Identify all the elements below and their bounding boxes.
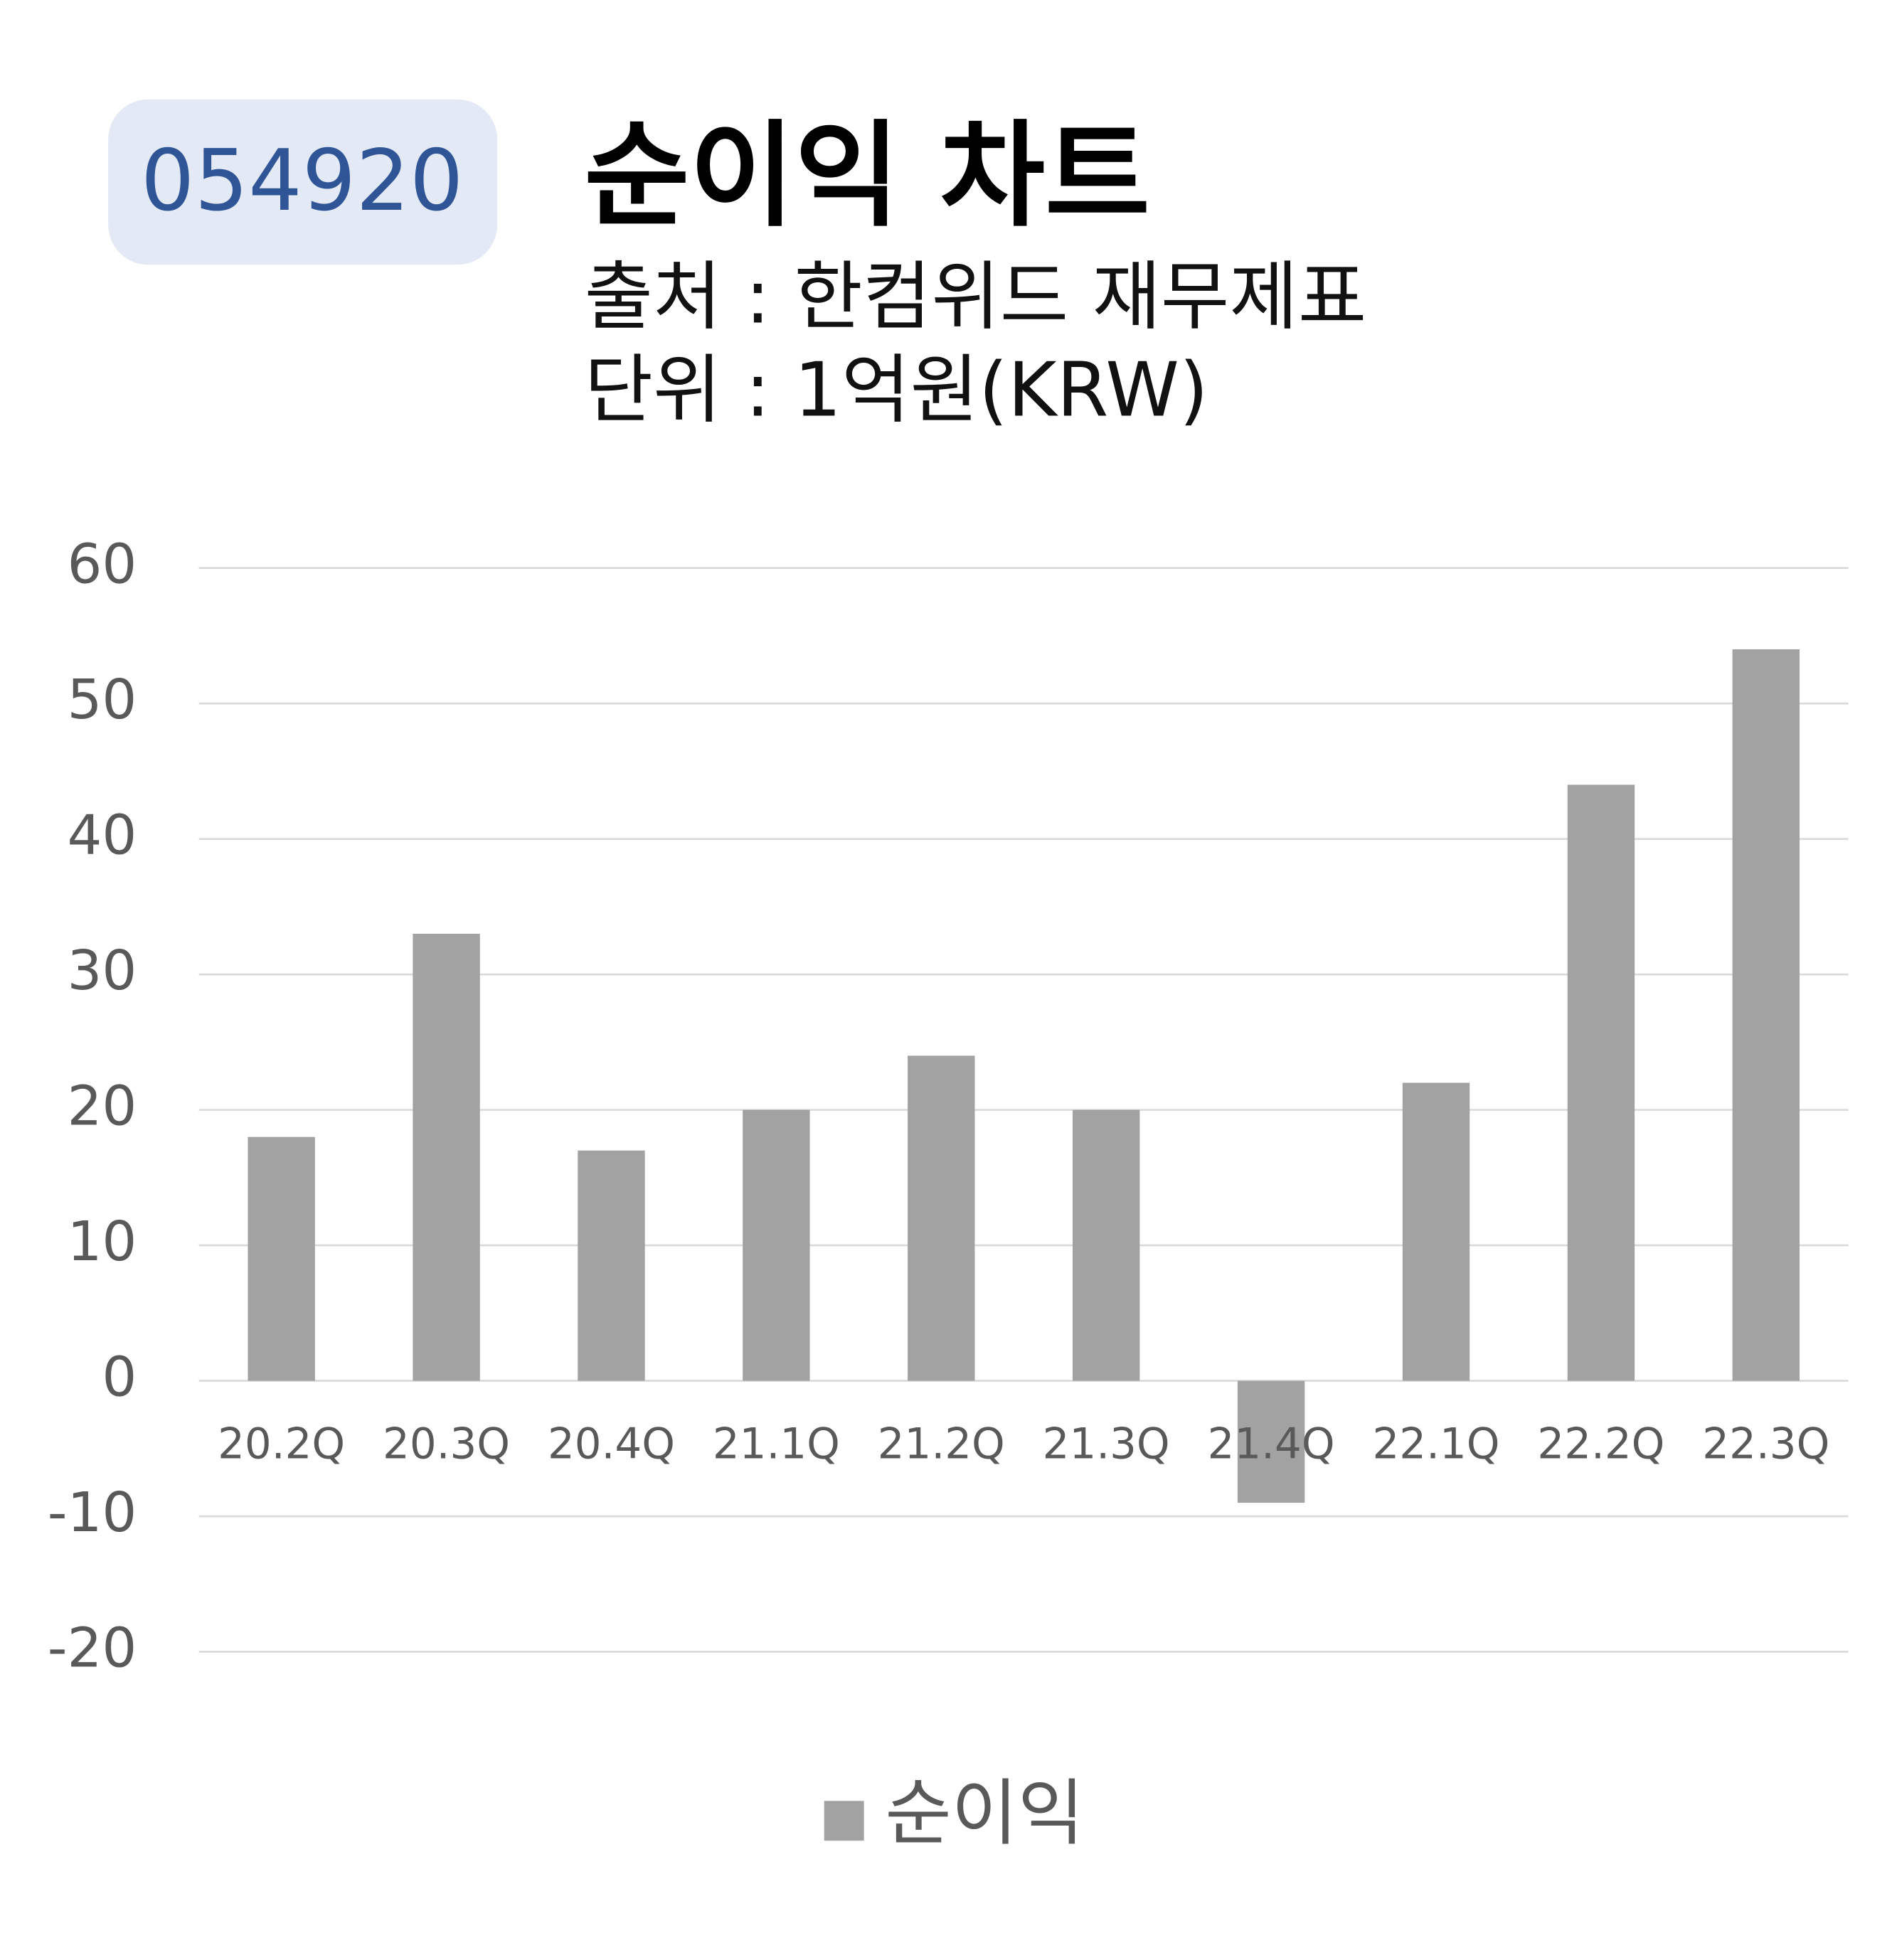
x-tick-label: 20.3Q (383, 1420, 510, 1469)
bar (1402, 1082, 1470, 1381)
x-tick-label: 20.2Q (218, 1420, 345, 1469)
y-tick-label: 40 (67, 804, 137, 868)
y-tick-label: 30 (67, 939, 137, 1003)
bar (743, 1109, 810, 1381)
bar (908, 1055, 975, 1381)
bar (1567, 784, 1635, 1381)
bar (578, 1150, 645, 1381)
legend-label: 순이익 (885, 1772, 1084, 1855)
x-tick-label: 20.4Q (548, 1420, 675, 1469)
subtitle: 단위 : 1억원(KRW) (584, 347, 1208, 434)
x-tick-label: 21.3Q (1043, 1420, 1170, 1469)
x-tick-label: 22.2Q (1537, 1420, 1664, 1469)
bar (1237, 1380, 1305, 1503)
y-tick-label: 60 (67, 533, 137, 597)
x-tick-label: 22.3Q (1702, 1420, 1829, 1469)
y-tick-label: -10 (48, 1481, 137, 1545)
code-badge (108, 99, 498, 265)
subtitle: 출처 : 한컴위드 재무제표 (584, 253, 1366, 340)
y-tick-label: 20 (67, 1075, 137, 1139)
bar (1732, 649, 1800, 1381)
bar (413, 933, 480, 1381)
x-tick-label: 21.2Q (878, 1420, 1005, 1469)
y-tick-label: 10 (67, 1210, 137, 1274)
y-tick-label: 50 (67, 669, 137, 732)
y-tick-label: 0 (102, 1346, 137, 1410)
x-tick-label: 21.4Q (1208, 1420, 1335, 1469)
x-tick-label: 21.1Q (713, 1420, 840, 1469)
legend-swatch (824, 1801, 864, 1841)
y-tick-label: -20 (48, 1617, 137, 1681)
bar (1073, 1109, 1140, 1381)
x-tick-label: 22.1Q (1372, 1420, 1499, 1469)
stock-code: 054920 (141, 132, 464, 230)
chart-title: 순이익 차트 (584, 110, 1150, 243)
bar (248, 1136, 315, 1381)
